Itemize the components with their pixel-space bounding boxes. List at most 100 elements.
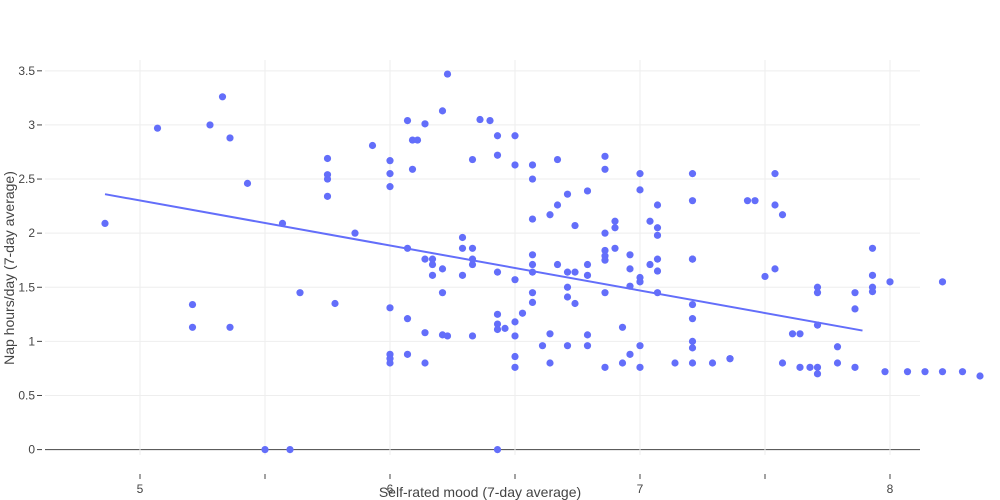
data-point (468, 260, 477, 269)
data-point (688, 300, 697, 309)
data-point (726, 355, 734, 363)
data-point (583, 260, 592, 269)
data-point (611, 244, 619, 252)
y-tick-label: 3.5 (18, 64, 35, 78)
data-point (626, 265, 634, 273)
data-point (458, 233, 467, 242)
data-point (546, 211, 554, 219)
y-tick-label: 2.5 (18, 172, 35, 186)
data-point (813, 283, 822, 291)
data-point (511, 318, 519, 326)
data-point (646, 260, 654, 269)
x-tick-label: 6 (387, 482, 394, 496)
x-tick-label: 7 (637, 482, 644, 496)
data-point (806, 363, 814, 371)
data-point (476, 115, 484, 124)
data-point (601, 246, 609, 255)
data-point (618, 323, 627, 331)
data-point (331, 299, 339, 308)
data-point (688, 337, 697, 345)
data-point (636, 363, 644, 371)
data-point (438, 265, 447, 273)
data-point (938, 368, 947, 376)
data-point (778, 211, 787, 219)
data-point (218, 93, 227, 101)
data-point (601, 256, 609, 264)
data-point (368, 141, 377, 150)
data-point (583, 187, 592, 195)
data-point (188, 323, 197, 331)
data-point (101, 219, 109, 228)
data-point (688, 170, 697, 178)
data-point (743, 197, 752, 205)
data-point (428, 255, 437, 263)
data-point (626, 251, 634, 259)
data-point (688, 359, 697, 367)
data-point (563, 283, 572, 291)
data-point (421, 329, 429, 337)
data-point (868, 287, 877, 296)
data-point (583, 331, 592, 339)
data-point (938, 278, 947, 286)
x-tick-label: 5 (137, 482, 144, 496)
data-point (528, 175, 537, 183)
data-point (493, 132, 502, 140)
data-point (546, 359, 554, 367)
data-point (443, 332, 452, 340)
data-point (206, 121, 214, 129)
data-point (553, 155, 562, 164)
tick-labels: 0 0.5 1 1.5 2 2.5 3 3.5 5 6 7 8 (18, 64, 893, 496)
data-point (601, 152, 609, 160)
data-point (646, 217, 654, 225)
data-point (438, 107, 447, 115)
data-point (546, 330, 554, 338)
data-point (653, 267, 662, 275)
data-point (653, 255, 662, 263)
data-point (528, 268, 537, 276)
data-point (493, 320, 502, 328)
data-point (468, 255, 477, 263)
data-point (408, 165, 417, 173)
data-point (813, 321, 822, 329)
data-point (601, 165, 609, 173)
data-point (688, 344, 697, 352)
data-point (493, 325, 502, 334)
data-point (626, 282, 634, 290)
data-point (976, 372, 984, 380)
data-point (868, 271, 877, 279)
data-point (611, 217, 619, 225)
data-point (886, 278, 894, 286)
data-point (468, 332, 477, 340)
data-point (708, 359, 717, 367)
x-axis-title: Self-rated mood (7-day average) (379, 484, 581, 500)
data-point (538, 342, 547, 350)
data-point (653, 289, 662, 297)
data-point (188, 300, 197, 309)
data-point (428, 260, 437, 269)
y-tick-label: 3 (28, 118, 35, 132)
data-point (421, 120, 429, 128)
data-point (626, 350, 634, 358)
data-point (486, 117, 494, 125)
data-point (458, 244, 467, 252)
data-point (511, 276, 519, 284)
data-point (653, 224, 662, 232)
data-point (851, 305, 859, 313)
data-point (563, 342, 572, 350)
data-point (386, 170, 394, 178)
data-point (428, 271, 437, 279)
data-point (528, 215, 537, 223)
data-point (511, 132, 519, 140)
data-point (601, 363, 609, 371)
data-point (443, 70, 452, 78)
data-point (813, 370, 822, 378)
data-point (518, 309, 527, 317)
data-point (243, 179, 252, 187)
data-point (493, 445, 502, 454)
data-point (421, 359, 429, 367)
data-point (261, 445, 269, 454)
data-point (528, 298, 537, 307)
data-point (601, 289, 609, 297)
data-point (458, 271, 467, 279)
data-point (796, 363, 804, 371)
